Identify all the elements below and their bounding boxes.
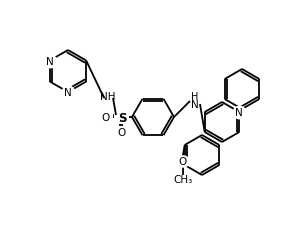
Text: N: N: [235, 108, 243, 118]
Text: O: O: [118, 127, 126, 137]
Text: O: O: [102, 113, 110, 122]
Text: CH₃: CH₃: [173, 174, 192, 184]
Text: N: N: [64, 88, 72, 98]
Text: O: O: [179, 156, 187, 166]
Text: H: H: [191, 92, 199, 101]
Text: S: S: [118, 111, 126, 124]
Text: N: N: [191, 100, 199, 109]
Text: NH: NH: [100, 92, 116, 101]
Text: N: N: [46, 56, 54, 66]
